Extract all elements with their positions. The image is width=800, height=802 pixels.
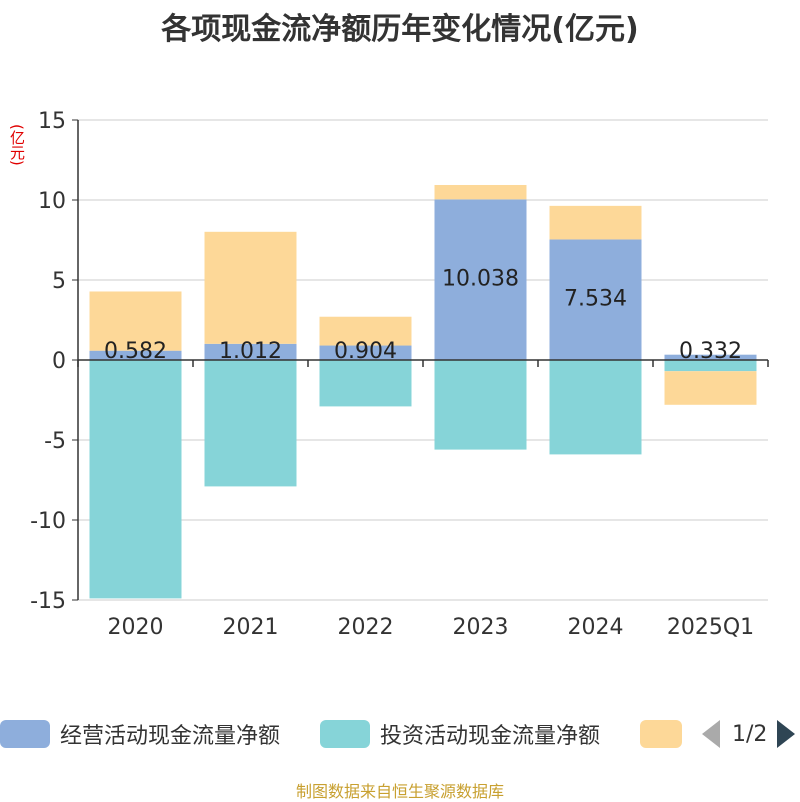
x-tick-label: 2025Q1 — [667, 615, 754, 640]
y-tick-label: -15 — [30, 589, 66, 614]
data-label: 7.534 — [564, 287, 627, 312]
legend-label-investing: 投资活动现金流量净额 — [380, 724, 601, 749]
chart-title: 各项现金流净额历年变化情况(亿元) — [161, 12, 639, 47]
bar-investing — [319, 360, 412, 407]
bar-operating — [664, 354, 757, 360]
legend-next-page-icon[interactable] — [777, 720, 796, 748]
y-tick-label: -10 — [30, 509, 66, 534]
y-axis-unit-label: (亿元) — [8, 124, 26, 166]
x-tick-label: 2023 — [453, 615, 509, 640]
bar-operating — [89, 350, 182, 360]
y-tick-label: 5 — [52, 269, 66, 294]
data-label: 0.332 — [679, 339, 742, 364]
data-source-note: 制图数据来自恒生聚源数据库 — [295, 782, 504, 801]
data-label: 1.012 — [219, 339, 282, 364]
legend-item-operating[interactable]: 经营活动现金流量净额 — [0, 716, 280, 752]
data-label: 0.582 — [104, 339, 167, 364]
data-label: 0.904 — [334, 339, 397, 364]
legend-swatch-operating — [0, 720, 50, 748]
bar-financing — [204, 231, 297, 344]
bar-investing — [549, 360, 642, 455]
bar-financing — [664, 371, 757, 405]
legend: 经营活动现金流量净额 投资活动现金流量净额 1/2 — [0, 716, 800, 752]
bar-investing — [204, 360, 297, 487]
legend-swatch-financing — [640, 720, 682, 748]
bar-investing — [434, 360, 527, 450]
legend-label-operating: 经营活动现金流量净额 — [60, 724, 281, 749]
bar-financing — [434, 184, 527, 200]
legend-page-indicator: 1/2 — [732, 721, 768, 747]
y-tick-label: 0 — [52, 349, 66, 374]
y-tick-label: 15 — [38, 109, 66, 134]
y-tick-label: 10 — [38, 189, 66, 214]
legend-prev-page-icon[interactable] — [702, 720, 720, 748]
bar-investing — [89, 360, 182, 599]
legend-pager: 1/2 — [700, 716, 800, 752]
bar-operating — [204, 343, 297, 360]
x-tick-label: 2022 — [338, 615, 394, 640]
bar-operating — [434, 199, 527, 360]
legend-swatch-investing — [320, 720, 370, 748]
bar-financing — [89, 291, 182, 351]
legend-item-investing[interactable]: 投资活动现金流量净额 — [320, 716, 600, 752]
x-tick-label: 2020 — [108, 615, 164, 640]
bar-investing — [664, 360, 757, 372]
y-tick-label: -5 — [44, 429, 66, 454]
bar-financing — [319, 316, 412, 346]
data-label: 10.038 — [442, 267, 519, 292]
chart-plot: 15 10 5 0 -5 -10 -15 0.582 1.012 0.904 10.038 7.534… — [30, 109, 769, 640]
legend-item-financing[interactable] — [640, 716, 692, 752]
x-tick-label: 2024 — [568, 615, 624, 640]
bar-operating — [549, 239, 642, 360]
bar-financing — [549, 205, 642, 240]
bar-operating — [319, 345, 412, 360]
x-tick-label: 2021 — [223, 615, 279, 640]
